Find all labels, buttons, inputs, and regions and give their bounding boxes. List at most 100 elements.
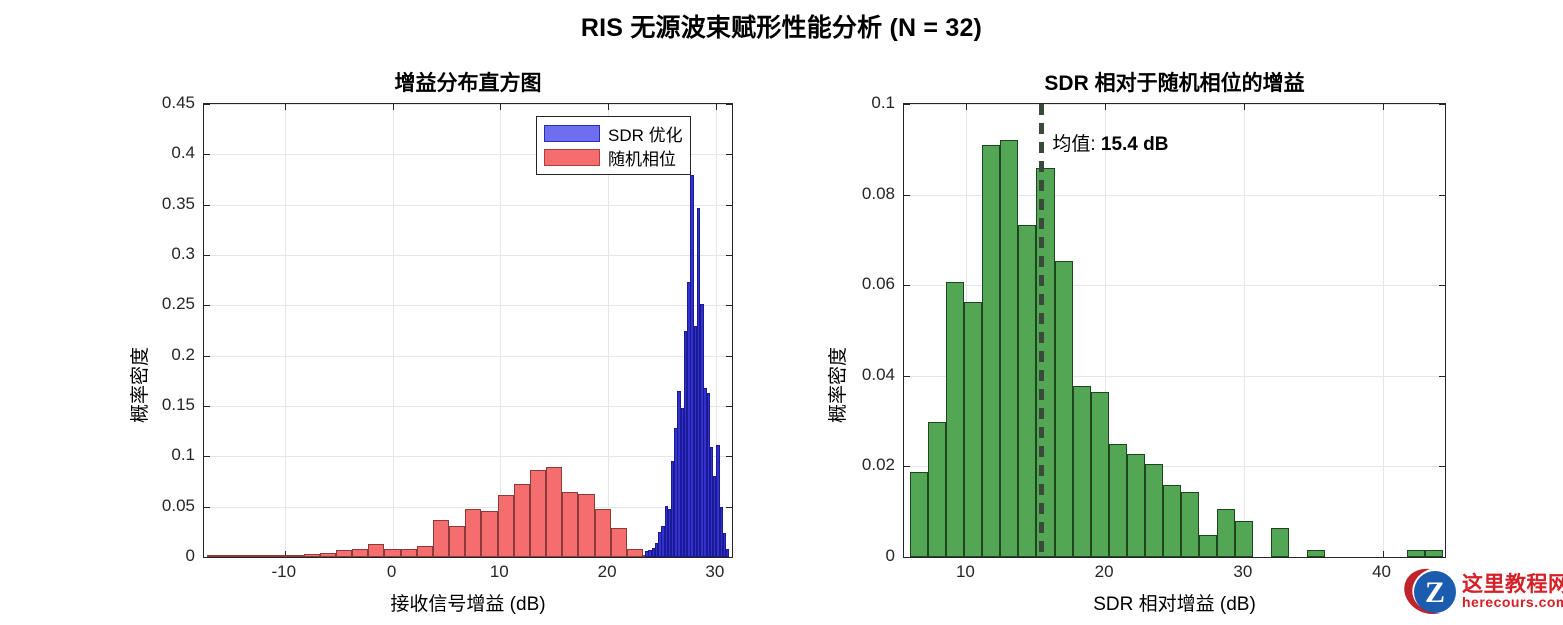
histogram-bar <box>722 532 727 557</box>
legend-swatch-random <box>544 148 600 166</box>
x-axis-tick-label: 10 <box>489 562 509 581</box>
watermark-text-en: herecours.com <box>1462 594 1563 610</box>
histogram-bar <box>674 427 678 557</box>
histogram-bar <box>709 446 714 557</box>
left-plot-title: 增益分布直方图 <box>394 72 542 95</box>
mean-vertical-line <box>1039 104 1045 557</box>
gridline-vertical <box>1105 104 1107 557</box>
gridline-horizontal <box>204 255 732 256</box>
gridline-horizontal <box>204 104 732 105</box>
histogram-bar <box>1018 224 1037 557</box>
gridline-horizontal <box>204 406 732 407</box>
gridline-horizontal <box>904 104 1445 105</box>
y-axis-tick-label: 0.3 <box>171 244 195 263</box>
left-plot-axes <box>203 103 733 558</box>
histogram-bar <box>645 550 649 557</box>
y-axis-tick <box>204 456 210 458</box>
y-axis-tick <box>726 204 732 206</box>
histogram-bar <box>658 532 662 557</box>
histogram-bar <box>667 509 672 557</box>
histogram-bar <box>384 549 401 557</box>
right-plot-title: SDR 相对于随机相位的增益 <box>1044 72 1305 95</box>
right-x-axis-label: SDR 相对增益 (dB) <box>1093 594 1256 615</box>
y-axis-tick-label: 0.1 <box>871 93 895 112</box>
right-y-axis-label: 概率密度 <box>828 346 849 423</box>
y-axis-tick-label: 0.25 <box>161 294 195 314</box>
y-axis-tick <box>726 406 732 407</box>
y-axis-tick <box>1439 375 1445 377</box>
histogram-bar <box>432 519 450 557</box>
histogram-bar <box>1406 550 1425 557</box>
histogram-bar <box>1144 464 1163 557</box>
y-axis-tick-label: 0.05 <box>161 495 195 515</box>
gridline-horizontal <box>904 285 1445 287</box>
legend-item-sdr[interactable]: SDR 优化 <box>544 121 683 145</box>
histogram-bar <box>336 550 353 557</box>
histogram-bar <box>1054 261 1073 557</box>
legend-swatch-sdr <box>544 124 600 142</box>
legend-item-random[interactable]: 随机相位 <box>544 145 683 169</box>
x-axis-tick <box>1243 104 1245 110</box>
x-axis-tick-label: 30 <box>1233 562 1253 581</box>
watermark-logo: Z 这里教程网 herecours.com <box>1400 561 1563 621</box>
histogram-bar <box>578 494 595 557</box>
histogram-bar <box>677 390 681 557</box>
x-axis-tick <box>500 104 502 110</box>
x-axis-tick-label: 20 <box>1094 562 1114 581</box>
y-axis-tick-label: 0.15 <box>161 395 195 414</box>
y-axis-tick <box>726 255 732 256</box>
gridline-vertical <box>715 104 717 557</box>
histogram-bar <box>222 555 239 557</box>
histogram-bar <box>610 527 627 557</box>
histogram-bar <box>982 144 1001 557</box>
y-axis-tick-label: 0.04 <box>861 364 895 384</box>
x-axis-tick <box>1105 104 1107 110</box>
histogram-bar <box>465 509 482 557</box>
gridline-horizontal <box>204 305 732 307</box>
histogram-bar <box>946 281 965 557</box>
gridline-vertical <box>1243 104 1245 557</box>
x-axis-tick-label: 40 <box>1372 562 1392 581</box>
gridline-horizontal <box>904 194 1445 196</box>
y-axis-tick <box>204 154 210 156</box>
y-axis-tick <box>726 506 732 508</box>
y-axis-tick <box>726 104 732 105</box>
x-axis-tick-label: 20 <box>597 562 617 581</box>
gridline-vertical <box>392 104 394 557</box>
histogram-bar <box>1090 391 1109 557</box>
legend[interactable]: SDR 优化 随机相位 <box>536 116 691 175</box>
y-axis-tick <box>204 255 210 256</box>
y-axis-tick-label: 0.06 <box>861 274 895 294</box>
right-subplot: SDR 相对于随机相位的增益 SDR 相对增益 (dB) 概率密度 均值: 15… <box>828 72 1446 615</box>
histogram-bar <box>529 469 547 557</box>
gridline-vertical <box>284 104 286 557</box>
histogram-bar <box>716 444 720 557</box>
y-axis-tick <box>726 154 732 156</box>
y-axis-tick-label: 0.4 <box>171 143 195 163</box>
histogram-bar <box>928 422 947 557</box>
histogram-bar <box>1216 508 1235 557</box>
histogram-bar <box>1162 484 1181 557</box>
y-axis-tick <box>1439 194 1445 196</box>
y-axis-tick-label: 0.45 <box>161 93 195 112</box>
x-axis-tick <box>1382 551 1384 557</box>
y-axis-tick-label: 0.02 <box>861 455 895 475</box>
histogram-bar <box>1072 385 1091 557</box>
histogram-bar <box>287 555 304 557</box>
histogram-bar <box>690 175 694 557</box>
histogram-bar <box>255 555 272 557</box>
histogram-bar <box>719 506 723 557</box>
histogram-bar <box>303 553 320 557</box>
svg-text:Z: Z <box>1425 576 1445 609</box>
y-axis-tick-label: 0.1 <box>171 445 195 465</box>
y-axis-tick <box>1439 104 1445 105</box>
y-axis-tick <box>204 204 210 206</box>
gridline-horizontal <box>904 466 1445 468</box>
x-axis-tick-label: 0 <box>386 562 397 581</box>
left-x-axis-label: 接收信号增益 (dB) <box>390 594 546 615</box>
figure-title: RIS 无源波束赋形性能分析 (N = 32) <box>580 14 983 42</box>
legend-label-random: 随机相位 <box>608 149 676 169</box>
gridline-horizontal <box>204 154 732 156</box>
y-axis-tick <box>904 104 910 105</box>
watermark-text-cn: 这里教程网 <box>1462 573 1563 596</box>
